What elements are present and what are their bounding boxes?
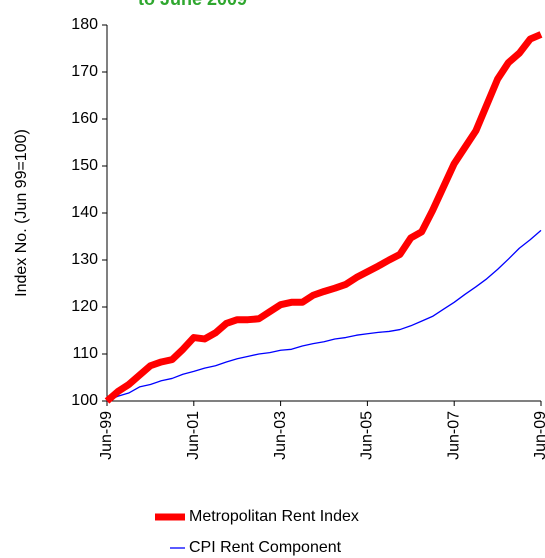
- legend-label: CPI Rent Component: [189, 539, 342, 556]
- y-tick-label: 180: [71, 16, 98, 33]
- legend-label: Metropolitan Rent Index: [189, 508, 359, 525]
- x-tick-label: Jun-01: [185, 411, 202, 460]
- y-tick-label: 110: [72, 345, 98, 362]
- chart-title: to June 2009: [138, 0, 247, 9]
- x-tick-label: Jun-05: [359, 411, 376, 460]
- series-line: [104, 31, 543, 404]
- x-tick-label: Jun-03: [272, 411, 289, 460]
- y-tick-label: 120: [71, 298, 98, 315]
- series-line: [106, 229, 542, 402]
- y-tick-label: 170: [71, 63, 98, 80]
- x-tick-label: Jun-99: [98, 411, 115, 460]
- x-tick-label: Jun-09: [532, 411, 545, 460]
- y-tick-label: 150: [71, 157, 98, 174]
- y-axis-label: Index No. (Jun 99=100): [13, 129, 30, 297]
- y-tick-label: 130: [71, 251, 98, 268]
- y-tick-label: 100: [71, 392, 98, 409]
- y-tick-label: 160: [71, 110, 98, 127]
- x-tick-label: Jun-07: [445, 411, 462, 460]
- y-tick-label: 140: [71, 204, 98, 221]
